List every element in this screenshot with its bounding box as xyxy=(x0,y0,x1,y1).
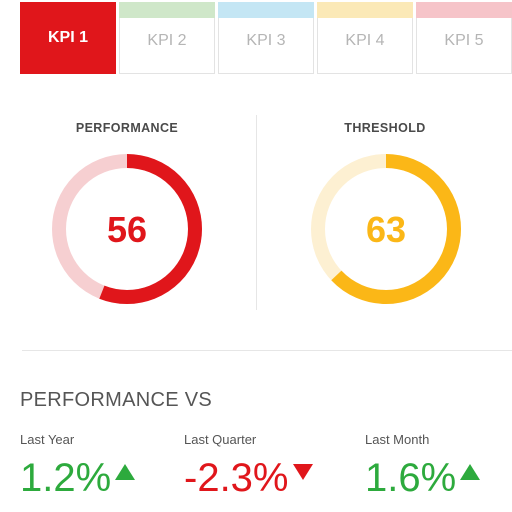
tab-color-strip xyxy=(218,2,314,18)
performance-gauge: 56 xyxy=(52,154,202,304)
tab-label: KPI 2 xyxy=(147,31,187,49)
threshold-gauge: 63 xyxy=(311,154,461,304)
trend-down-icon xyxy=(292,464,313,480)
metric-last-year: Last Year 1.2% xyxy=(20,432,136,500)
metric-last-month: Last Month 1.6% xyxy=(365,432,481,500)
tab-label: KPI 5 xyxy=(444,31,484,49)
kpi-tabs: KPI 1 KPI 2 KPI 3 KPI 4 KPI 5 xyxy=(20,2,512,74)
tab-kpi-3[interactable]: KPI 3 xyxy=(218,2,314,74)
metric-value: 1.6% xyxy=(365,456,457,500)
tab-label: KPI 1 xyxy=(47,29,88,46)
metric-label: Last Quarter xyxy=(184,432,257,447)
tab-kpi-5[interactable]: KPI 5 xyxy=(416,2,512,74)
trend-up-icon xyxy=(115,464,136,480)
gauge-value-arc xyxy=(52,154,202,304)
metric-value: -2.3% xyxy=(184,456,289,500)
trend-up-icon xyxy=(460,464,481,480)
performance-title: PERFORMANCE xyxy=(75,121,179,135)
tab-label: KPI 3 xyxy=(246,31,286,49)
tab-kpi-2[interactable]: KPI 2 xyxy=(119,2,215,74)
tab-color-strip xyxy=(317,2,413,18)
performance-vs-title: PERFORMANCE VS xyxy=(20,389,213,411)
tab-label: KPI 4 xyxy=(345,31,385,49)
metric-label: Last Year xyxy=(20,432,75,447)
tab-kpi-4[interactable]: KPI 4 xyxy=(317,2,413,74)
section-divider xyxy=(22,350,512,351)
gauge-value-arc xyxy=(311,154,461,304)
threshold-title: THRESHOLD xyxy=(344,121,426,135)
tab-kpi-1[interactable]: KPI 1 xyxy=(20,2,116,74)
tab-color-strip xyxy=(119,2,215,18)
gauge-divider xyxy=(256,115,257,310)
performance-value: 56 xyxy=(107,209,147,250)
metric-last-quarter: Last Quarter -2.3% xyxy=(184,432,313,500)
threshold-value: 63 xyxy=(366,209,406,250)
metric-label: Last Month xyxy=(365,432,430,447)
metric-value: 1.2% xyxy=(20,456,112,500)
tab-color-strip xyxy=(416,2,512,18)
